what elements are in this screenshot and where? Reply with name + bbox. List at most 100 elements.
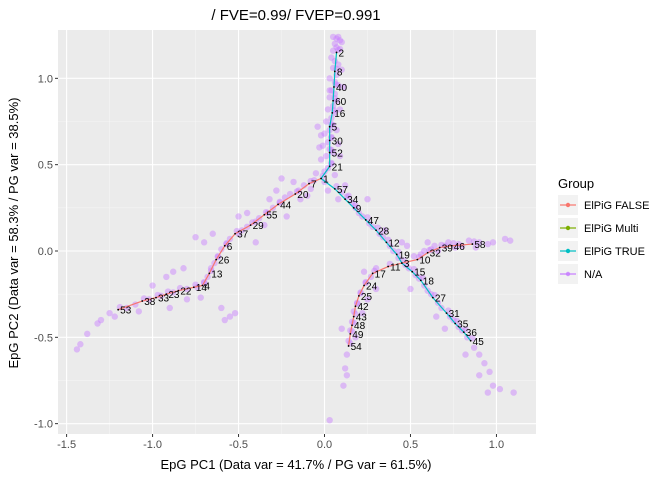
data-point [338, 325, 345, 332]
legend-key-point [565, 225, 571, 231]
node-label: 53 [120, 306, 132, 317]
data-point [111, 313, 118, 320]
x-tick-label: 0.5 [403, 439, 418, 451]
data-point [484, 389, 492, 396]
graph-node [352, 206, 355, 209]
node-label: 3 [404, 259, 410, 270]
node-label: 57 [337, 185, 349, 196]
graph-node [328, 151, 331, 154]
graph-node [208, 272, 211, 275]
data-point [364, 296, 371, 303]
data-point [180, 265, 187, 272]
data-point [290, 178, 297, 186]
graph-node [371, 272, 374, 275]
data-point [496, 385, 504, 393]
data-point [335, 195, 342, 203]
data-point [489, 382, 497, 389]
graph-node [331, 111, 334, 114]
data-point [231, 309, 239, 317]
graph-node [354, 305, 357, 308]
node-label: 22 [180, 287, 192, 298]
node-label: 42 [357, 302, 369, 313]
data-point [462, 351, 469, 358]
data-point [410, 252, 418, 260]
data-point [476, 351, 483, 358]
graph-node [192, 286, 195, 289]
node-label: 6 [227, 242, 233, 253]
data-point [333, 126, 340, 134]
graph-node [351, 324, 353, 327]
data-point [321, 130, 328, 137]
legend-label: ElPiG Multi [584, 223, 638, 235]
data-point [233, 227, 241, 235]
x-axis-title: EpG PC1 (Data var = 41.7% / PG var = 61.… [161, 457, 432, 472]
data-point [343, 193, 351, 200]
node-label: 26 [218, 256, 230, 267]
graph-node [249, 224, 252, 226]
node-label: 60 [335, 97, 347, 108]
data-point [170, 268, 177, 275]
graph-node [320, 177, 322, 180]
node-label: 19 [399, 250, 411, 261]
graph-node [117, 308, 120, 311]
data-point [328, 87, 335, 94]
x-tick-label: 0.0 [317, 439, 332, 451]
data-point [331, 171, 339, 179]
node-label: 25 [361, 292, 373, 303]
legend-label: ElPiG FALSE [584, 200, 649, 212]
node-label: 20 [297, 190, 309, 201]
data-point [441, 325, 449, 332]
y-tick-label: -1.0 [34, 419, 53, 431]
data-point [221, 316, 228, 324]
data-point [453, 317, 461, 325]
graph-node [333, 86, 335, 88]
graph-node [215, 258, 218, 261]
node-label: 33 [158, 294, 170, 305]
data-point [73, 346, 81, 353]
data-point [249, 219, 256, 226]
data-point [336, 152, 344, 160]
graph-node [385, 241, 388, 244]
node-label: 2 [339, 48, 345, 59]
graph-node [357, 294, 360, 297]
x-tick-label: 1.0 [489, 439, 504, 451]
graph-node [352, 315, 355, 318]
data-point [507, 237, 514, 244]
y-tick-label: 1.0 [38, 73, 53, 85]
graph-node [201, 284, 204, 287]
node-label: 52 [332, 149, 344, 160]
data-point [336, 106, 344, 113]
graph-node [416, 258, 419, 261]
y-axis-title: EpG PC2 (Data var = 58.3% / PG var = 38.… [6, 98, 21, 369]
data-point [352, 204, 359, 212]
node-label: 35 [457, 320, 469, 331]
graph-node [165, 293, 168, 296]
graph-node [469, 339, 472, 342]
data-point [329, 149, 337, 156]
graph-node [328, 165, 331, 168]
data-point [319, 142, 326, 149]
data-point [304, 192, 311, 199]
data-point [338, 66, 345, 73]
node-label: 21 [332, 162, 344, 173]
data-point [445, 239, 452, 246]
data-point [333, 35, 340, 42]
data-point [293, 188, 301, 195]
data-point [335, 61, 342, 68]
data-point [317, 156, 325, 163]
data-point [266, 195, 273, 203]
data-point [326, 87, 333, 94]
data-point [166, 304, 173, 312]
data-point [486, 368, 493, 376]
graph-node [364, 219, 367, 221]
x-tick-label: -1.0 [143, 439, 162, 451]
graph-edge [347, 262, 403, 347]
data-point [341, 365, 349, 372]
graph-node [333, 70, 336, 73]
data-point [410, 265, 418, 273]
graph-node [294, 193, 297, 195]
data-point [469, 334, 476, 342]
graph-node [387, 265, 390, 268]
graph-node [426, 251, 429, 254]
node-label: 37 [237, 230, 249, 241]
